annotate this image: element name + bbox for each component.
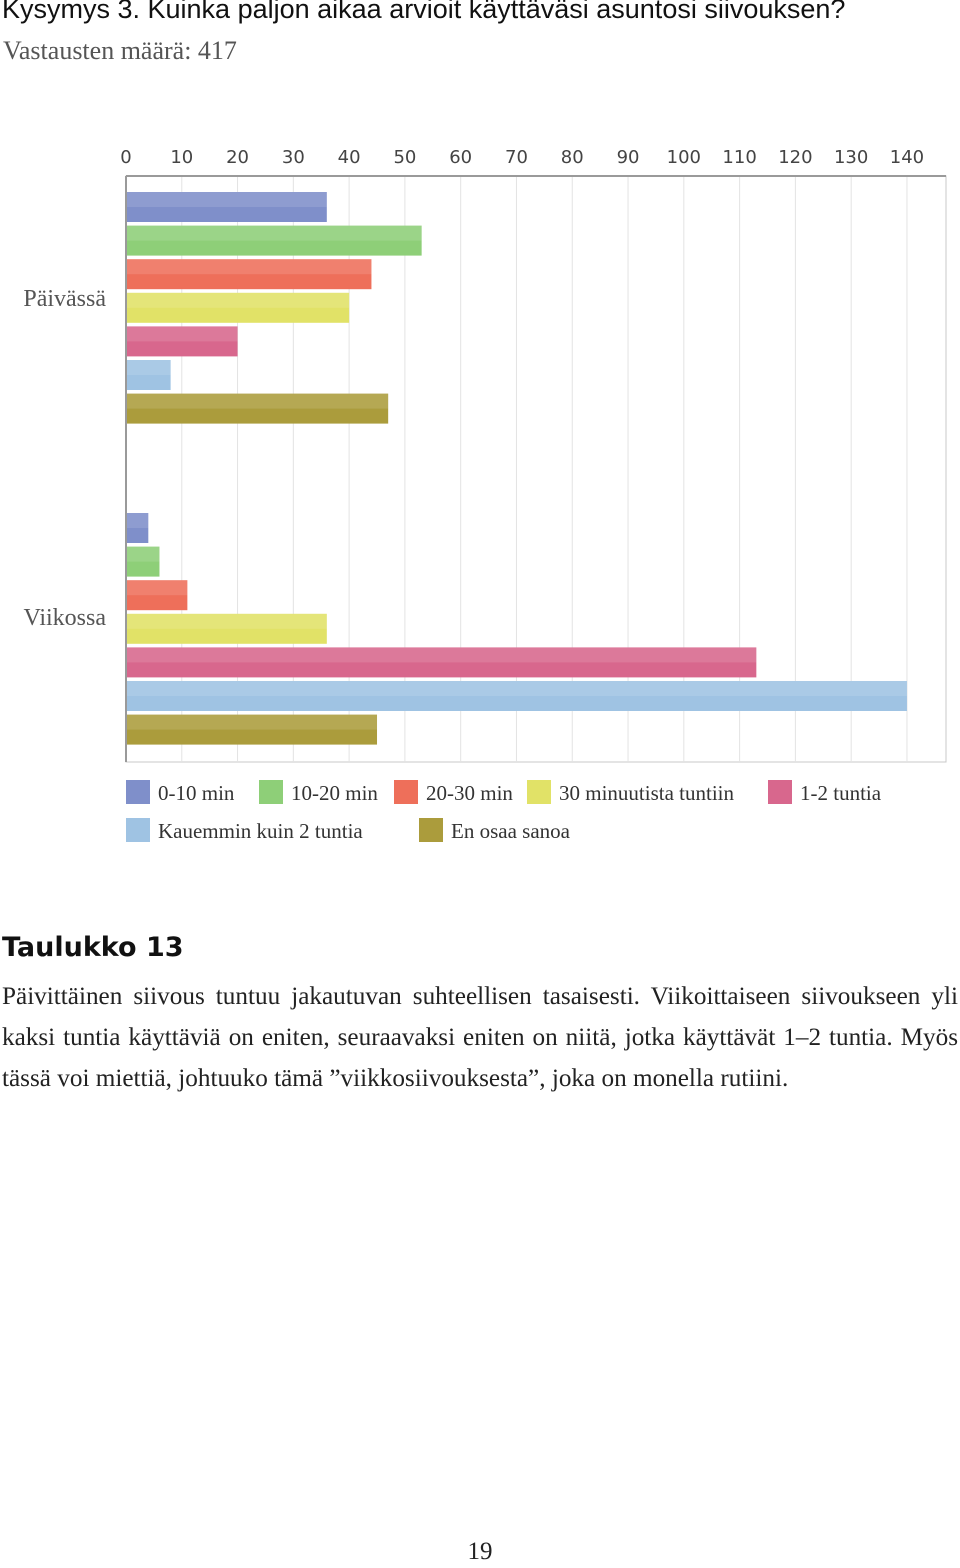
legend-swatch [259, 780, 283, 804]
bar [127, 292, 350, 323]
x-tick-label: 130 [834, 147, 868, 168]
bar-highlight [127, 714, 378, 730]
x-tick-label: 80 [561, 147, 584, 168]
legend-label: Kauemmin kuin 2 tuntia [158, 819, 363, 843]
legend-label: 20-30 min [426, 781, 513, 805]
category-label: Päivässä [23, 286, 106, 312]
bar-highlight [127, 292, 350, 308]
bar [127, 326, 238, 357]
bar [127, 259, 372, 290]
x-tick-label: 30 [282, 147, 305, 168]
bar [127, 580, 188, 611]
bar [127, 681, 907, 711]
legend-swatch [126, 780, 150, 804]
bar-highlight [127, 326, 238, 342]
bar [127, 546, 160, 577]
response-count: Vastausten määrä: 417 [3, 36, 237, 65]
x-tick-label: 60 [449, 147, 472, 168]
x-tick-label: 120 [778, 147, 812, 168]
category-label: Viikossa [23, 605, 106, 631]
question-title: Kysymys 3. Kuinka paljon aikaa arvioit k… [2, 0, 846, 24]
bar [127, 613, 327, 644]
legend-swatch [527, 780, 551, 804]
x-tick-label: 90 [617, 147, 640, 168]
bar [127, 647, 757, 678]
legend-label: 0-10 min [158, 781, 235, 805]
legend-label: 1-2 tuntia [800, 781, 882, 805]
body-paragraph: Päivittäinen siivous tuntuu jakautuvan s… [2, 983, 958, 1092]
legend-swatch [768, 780, 792, 804]
bar [127, 513, 149, 543]
bar-highlight [127, 393, 389, 409]
bar-highlight [127, 259, 372, 275]
x-tick-label: 10 [170, 147, 193, 168]
bar-highlight [127, 681, 907, 696]
legend-swatch [394, 780, 418, 804]
bar [127, 393, 389, 424]
bar [127, 225, 422, 256]
bar-highlight [127, 360, 171, 375]
bar [127, 360, 171, 390]
x-tick-label: 40 [338, 147, 361, 168]
x-tick-label: 50 [393, 147, 416, 168]
x-tick-label: 70 [505, 147, 528, 168]
bar-highlight [127, 192, 327, 207]
x-tick-label: 140 [890, 147, 924, 168]
bar-highlight [127, 580, 188, 596]
bar-highlight [127, 225, 422, 241]
x-tick-label: 110 [722, 147, 756, 168]
x-tick-label: 100 [667, 147, 701, 168]
x-tick-label: 20 [226, 147, 249, 168]
legend-label: 30 minuutista tuntiin [559, 781, 735, 805]
legend-label: 10-20 min [291, 781, 378, 805]
bar-chart: 0 10 20 30 40 50 60 70 80 90 100 110 120 130 140 Päiväs… [23, 147, 947, 843]
bar-highlight [127, 647, 757, 663]
bar-highlight [127, 513, 149, 528]
bar-highlight [127, 546, 160, 562]
page-number: 19 [467, 1538, 493, 1565]
legend-label: En osaa sanoa [451, 819, 571, 843]
bar-highlight [127, 613, 327, 629]
legend-swatch [419, 818, 443, 842]
bar [127, 714, 378, 745]
table-caption: Taulukko 13 [2, 932, 184, 963]
x-tick-label: 0 [120, 147, 131, 168]
legend-swatch [126, 818, 150, 842]
bar [127, 192, 327, 222]
